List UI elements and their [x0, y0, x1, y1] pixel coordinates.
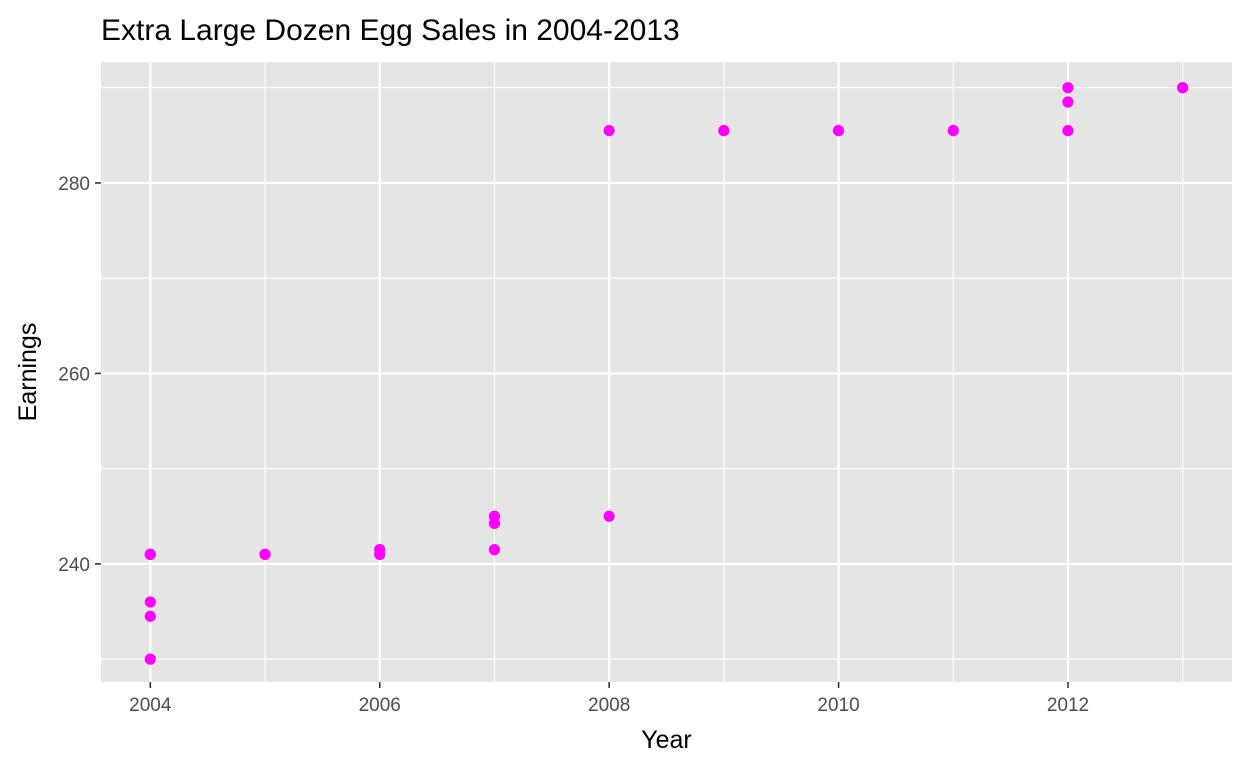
x-axis: 2004 2006 2008 2010 2012	[129, 682, 1089, 716]
data-point	[603, 124, 615, 137]
data-point	[832, 124, 845, 137]
data-point	[259, 548, 271, 560]
y-axis: 240 260 280	[58, 174, 101, 576]
x-tick-label: 2004	[129, 695, 172, 716]
y-tick-label: 280	[58, 174, 90, 195]
x-tick-label: 2010	[817, 695, 859, 716]
data-point	[488, 517, 501, 530]
data-point	[1062, 82, 1074, 94]
plot-panel	[101, 62, 1232, 682]
y-tick-label: 260	[58, 364, 90, 385]
x-tick-label: 2012	[1047, 695, 1089, 716]
data-point	[1062, 96, 1074, 108]
data-points	[144, 82, 1189, 665]
data-point	[144, 596, 156, 608]
major-gridlines	[101, 62, 1232, 682]
data-point	[1177, 82, 1189, 94]
x-tick-label: 2006	[359, 695, 401, 716]
data-point	[374, 548, 386, 560]
data-point	[144, 610, 156, 622]
data-point	[144, 653, 156, 665]
x-axis-title: Year	[641, 726, 692, 754]
chart-title: Extra Large Dozen Egg Sales in 2004-2013	[101, 14, 680, 47]
data-point	[144, 548, 156, 560]
data-point	[1062, 124, 1074, 137]
data-point	[488, 544, 501, 556]
y-axis-title: Earnings	[14, 323, 42, 422]
minor-gridlines	[101, 62, 1232, 682]
y-tick-label: 240	[58, 555, 90, 576]
data-point	[947, 124, 959, 137]
x-tick-label: 2008	[588, 695, 630, 716]
data-point	[603, 510, 615, 522]
data-point	[718, 124, 730, 137]
